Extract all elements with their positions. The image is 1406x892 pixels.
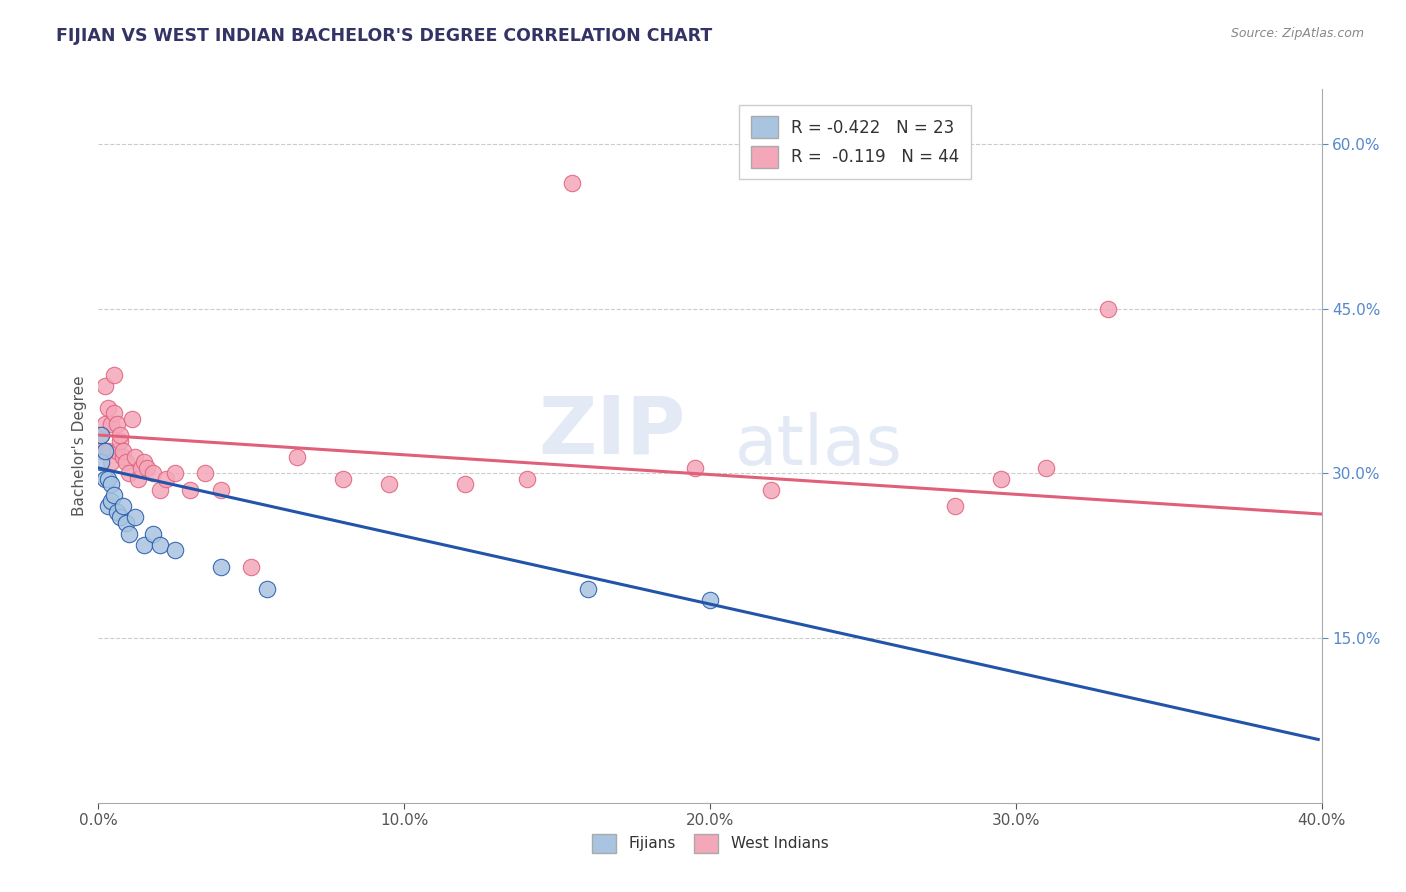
Point xyxy=(1097,301,1119,316)
Point xyxy=(105,444,128,458)
Point xyxy=(103,406,125,420)
Point xyxy=(990,472,1012,486)
Text: ZIP: ZIP xyxy=(538,392,686,471)
Point xyxy=(105,417,128,431)
Point xyxy=(90,444,112,458)
Point xyxy=(124,510,146,524)
Point xyxy=(93,378,115,392)
Point xyxy=(111,450,134,464)
Point xyxy=(142,526,165,541)
Point xyxy=(115,455,138,469)
Point xyxy=(149,483,172,497)
Point xyxy=(576,582,599,596)
Point xyxy=(943,500,966,514)
Point xyxy=(378,477,401,491)
Point xyxy=(516,472,538,486)
Point xyxy=(90,428,112,442)
Point xyxy=(108,434,131,448)
Point xyxy=(97,472,120,486)
Point xyxy=(100,494,122,508)
Point xyxy=(683,461,706,475)
Point xyxy=(108,510,131,524)
Point xyxy=(454,477,477,491)
Point xyxy=(561,176,583,190)
Point xyxy=(142,467,165,481)
Point xyxy=(194,467,217,481)
Point xyxy=(209,559,232,574)
Point xyxy=(93,417,115,431)
Text: Source: ZipAtlas.com: Source: ZipAtlas.com xyxy=(1230,27,1364,40)
Text: atlas: atlas xyxy=(734,412,903,480)
Point xyxy=(759,483,782,497)
Point xyxy=(100,455,122,469)
Point xyxy=(163,467,186,481)
Point xyxy=(1035,461,1057,475)
Point xyxy=(90,428,112,442)
Point xyxy=(100,477,122,491)
Point xyxy=(124,450,146,464)
Point xyxy=(97,401,120,415)
Point xyxy=(108,428,131,442)
Point xyxy=(163,543,186,558)
Point xyxy=(103,368,125,382)
Point xyxy=(93,444,115,458)
Point xyxy=(115,516,138,530)
Point xyxy=(134,538,156,552)
Point xyxy=(285,450,308,464)
Point xyxy=(100,417,122,431)
Point xyxy=(256,582,278,596)
Y-axis label: Bachelor's Degree: Bachelor's Degree xyxy=(72,376,87,516)
Point xyxy=(332,472,354,486)
Point xyxy=(97,444,120,458)
Point xyxy=(155,472,177,486)
Point xyxy=(118,467,141,481)
Point xyxy=(699,592,721,607)
Point xyxy=(93,472,115,486)
Point xyxy=(134,455,156,469)
Point xyxy=(149,538,172,552)
Point xyxy=(129,461,152,475)
Point xyxy=(118,526,141,541)
Point xyxy=(111,444,134,458)
Point xyxy=(97,500,120,514)
Point xyxy=(127,472,149,486)
Point xyxy=(103,488,125,502)
Point xyxy=(240,559,263,574)
Point xyxy=(179,483,201,497)
Legend: Fijians, West Indians: Fijians, West Indians xyxy=(585,828,835,859)
Point xyxy=(111,500,134,514)
Point xyxy=(136,461,159,475)
Text: FIJIAN VS WEST INDIAN BACHELOR'S DEGREE CORRELATION CHART: FIJIAN VS WEST INDIAN BACHELOR'S DEGREE … xyxy=(56,27,713,45)
Point xyxy=(90,455,112,469)
Point xyxy=(121,411,143,425)
Point xyxy=(209,483,232,497)
Point xyxy=(105,505,128,519)
